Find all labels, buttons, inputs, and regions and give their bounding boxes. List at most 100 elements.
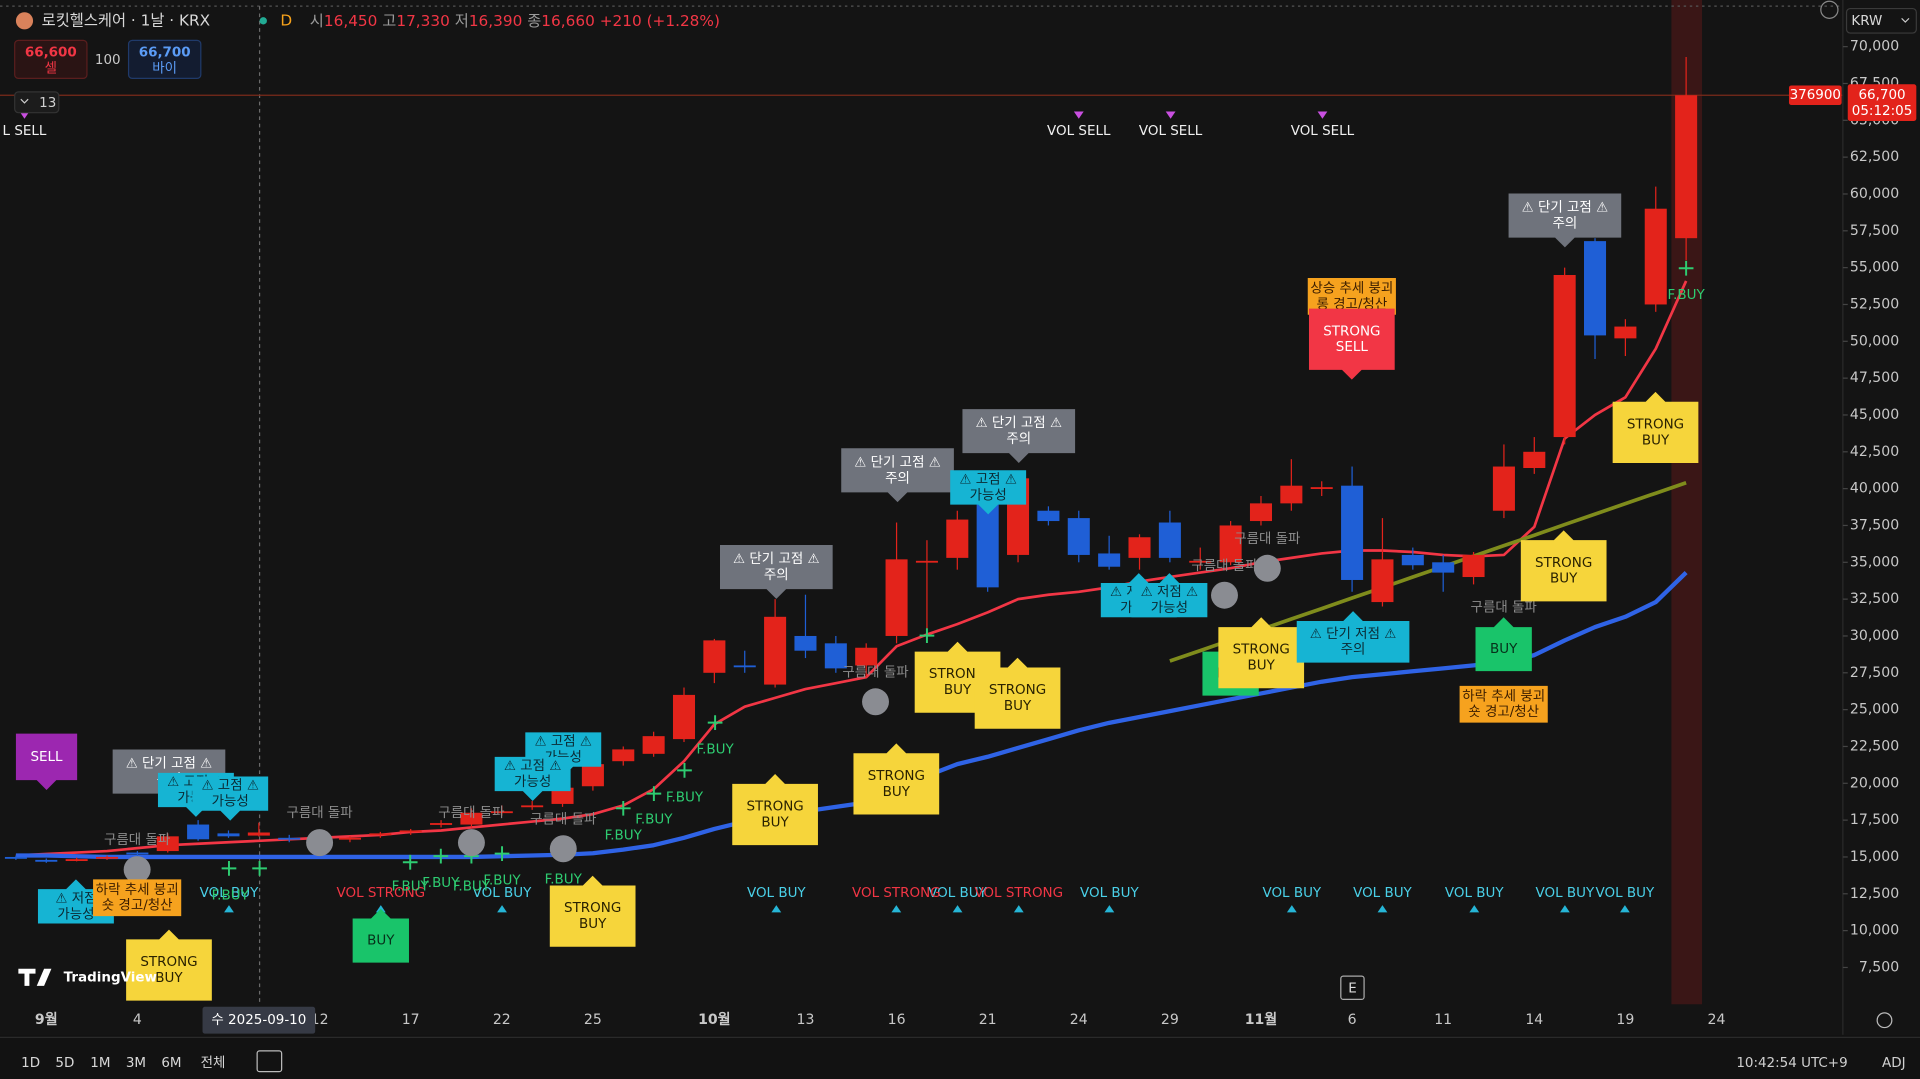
candle-body [460, 812, 483, 825]
clock: 10:42:54 UTC+9 [1736, 1055, 1847, 1071]
x-tick-label: 14 [1525, 1012, 1543, 1028]
peak-text: 주의 [1006, 431, 1031, 447]
trend-warn-text: 하락 추세 붕괴 [96, 882, 179, 898]
candle-body [430, 823, 453, 825]
candle-body [1371, 559, 1394, 603]
fbuy-label: F.BUY [212, 887, 250, 903]
indicator-count[interactable]: 13 [39, 95, 56, 111]
strong-buy-text: STRONG [989, 682, 1046, 698]
x-tick-label: 22 [493, 1012, 511, 1028]
strong-buy-text: BUY [1004, 698, 1032, 714]
bottom-toolbar [0, 1034, 1920, 1079]
x-tick-label: 6 [1348, 1012, 1357, 1028]
candle-body [976, 503, 999, 588]
range-buttons: 1D 5D 1M 3M 6M 전체 [21, 1055, 225, 1071]
plus-marker [433, 848, 449, 864]
y-tick-label: 37,500 [1850, 517, 1899, 533]
cloud-marker [123, 856, 151, 884]
vol-buy-label: VOL BUY [1353, 885, 1412, 901]
trend-warn-box [1307, 278, 1396, 315]
order-qty[interactable]: 100 [95, 52, 121, 68]
currency[interactable]: KRW [1851, 13, 1882, 29]
add-button[interactable] [1820, 0, 1839, 19]
vol-sell-label: VOL SELL [1291, 123, 1355, 139]
tradingview-logo: TradingView [18, 968, 157, 986]
buy-button[interactable] [127, 39, 202, 79]
cloud-marker [1253, 554, 1281, 582]
x-tick-label: 29 [1161, 1012, 1179, 1028]
sell-label[interactable]: 셀 [45, 61, 57, 77]
y-tick-label: 52,500 [1850, 296, 1899, 312]
candle-body [1098, 553, 1121, 567]
date-range-icon[interactable] [256, 1050, 283, 1073]
symbol-title: 로킷헬스케어 · 1날 · KRX [42, 11, 211, 29]
peak-text: ⚠ 단기 고점 ⚠ [733, 551, 820, 567]
high-warn-text: ⚠ 고점 ⚠ [201, 778, 258, 794]
range-button[interactable]: 1D [21, 1055, 40, 1071]
y-tick-label: 27,500 [1850, 665, 1899, 681]
trend-warn-text: 상승 추세 붕괴 [1310, 280, 1393, 296]
chevron-icon [20, 98, 29, 104]
candle-body [915, 560, 938, 563]
indicator-toggle[interactable] [14, 91, 60, 114]
buy-triangle [1377, 905, 1388, 913]
strong-buy-text: BUY [1550, 571, 1578, 587]
sell-triangle [1317, 111, 1328, 119]
vol-buy-label: VOL BUY [1080, 885, 1139, 901]
high-warn-text: 가능성 [970, 487, 1007, 503]
vol-buy-label: VOL BUY [747, 885, 806, 901]
buy-triangle [1469, 905, 1480, 913]
sell-price[interactable]: 66,600 [25, 45, 77, 61]
range-button[interactable]: 6M [161, 1055, 181, 1071]
cloud-label: 구름대 돌파 [1191, 558, 1258, 574]
strong-sell-box [1308, 308, 1395, 380]
countdown: 05:12:05 [1852, 103, 1912, 119]
ohlc-legend: 시16,450 고17,330 저16,390 종16,660 +210 (+1… [310, 11, 720, 29]
candle-body [1280, 485, 1303, 504]
high-warn-text: ⚠ 고점 ⚠ [535, 734, 592, 750]
sell-triangle [1073, 111, 1084, 119]
plus-marker [221, 860, 237, 876]
trend-warn-text: 숏 경고/청산 [102, 898, 173, 914]
buy-triangle [1104, 905, 1115, 913]
range-button[interactable]: 3M [126, 1055, 146, 1071]
range-button[interactable]: 1M [90, 1055, 110, 1071]
currency-button[interactable] [1845, 7, 1917, 34]
strong-sell-text: SELL [1336, 339, 1369, 355]
range-button[interactable]: 5D [55, 1055, 74, 1071]
x-tick-label: 11 [1434, 1012, 1452, 1028]
x-tick-label: 10월 [698, 1011, 731, 1028]
low-warn-box [1131, 573, 1208, 618]
sell-button[interactable] [14, 39, 88, 79]
low-warn-wide-text: 주의 [1341, 642, 1366, 658]
strong-buy-box [853, 743, 940, 815]
price-marker-box [1788, 85, 1842, 106]
price-marker: 376900 [1790, 87, 1841, 103]
buy-box [1475, 617, 1532, 672]
candle-body [672, 694, 696, 740]
candle-body [490, 811, 513, 814]
adj-toggle[interactable]: ADJ [1882, 1055, 1906, 1071]
candle-body [247, 832, 270, 836]
buy-price[interactable]: 66,700 [139, 45, 191, 61]
ma-line [15, 571, 1688, 860]
vol-strong-label: VOL STRONG [974, 885, 1063, 901]
cloud-label: 구름대 돌파 [438, 805, 505, 821]
candle-body [1037, 510, 1060, 522]
candle-body [187, 824, 210, 840]
y-tick-label: 70,000 [1850, 39, 1899, 55]
candle-body [217, 833, 240, 837]
event-marker: E [1348, 980, 1357, 996]
settings-icon[interactable] [1876, 1012, 1893, 1029]
x-tick-label: 17 [402, 1012, 420, 1028]
candle-body [794, 635, 817, 651]
vol-sell-label: VOL SELL [1139, 123, 1203, 139]
x-tick-label: 9월 [35, 1011, 58, 1028]
x-tick-label: 24 [1708, 1012, 1726, 1028]
buy-label[interactable]: 바이 [152, 61, 177, 77]
candle-body [521, 805, 544, 808]
buy-triangle [1286, 905, 1297, 913]
range-button[interactable]: 전체 [201, 1055, 226, 1071]
candle-body [1219, 525, 1242, 563]
fbuy-label: F.BUY [635, 811, 673, 827]
